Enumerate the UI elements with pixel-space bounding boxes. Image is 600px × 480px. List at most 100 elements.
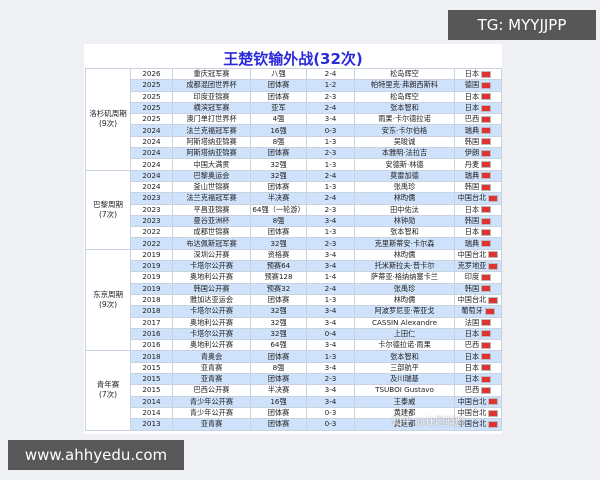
country: 印度 bbox=[464, 272, 480, 282]
country-cell: 日本 bbox=[454, 67, 502, 81]
country-cell: 日本 bbox=[454, 101, 502, 115]
table-row: 2015 亚青赛 8强 3-4 三部航平 日本 bbox=[86, 361, 502, 375]
flag bbox=[481, 206, 492, 214]
flag bbox=[481, 330, 492, 338]
score-cell: 1-3 bbox=[306, 180, 355, 194]
event: 横滨冠军赛 bbox=[193, 103, 230, 113]
score: 2-4 bbox=[324, 193, 337, 203]
table-row: 东京周期 (9次) 2019 深圳公开赛 资格赛 3-4 林昀儒 中国台北 bbox=[85, 248, 502, 352]
score-cell: 1-3 bbox=[306, 293, 355, 307]
year-cell: 2024 bbox=[130, 180, 173, 194]
year-cell: 2014 bbox=[130, 395, 173, 408]
country-cell: 韩国 bbox=[454, 135, 502, 149]
country-cell: 印度 bbox=[454, 271, 502, 284]
event-cell: 曼谷亚洲杯 bbox=[172, 214, 251, 228]
year: 2023 bbox=[142, 193, 161, 203]
opponent: 上田仁 bbox=[393, 328, 416, 338]
table-row: 2019 卡塔尔公开赛 预赛64 3-4 托米斯拉夫·普卡尔 克罗地亚 bbox=[86, 260, 502, 273]
country: 瑞典 bbox=[464, 238, 480, 248]
round-cell: 团体赛 bbox=[250, 180, 307, 194]
opponent: 三部航平 bbox=[390, 362, 419, 372]
country-cell: 日本 bbox=[454, 203, 502, 216]
opponent: 林昀儒 bbox=[393, 193, 416, 203]
score: 3-4 bbox=[324, 396, 337, 406]
round: 资格赛 bbox=[267, 249, 290, 259]
country-cell: 日本 bbox=[454, 350, 502, 363]
country-cell: 巴西 bbox=[454, 113, 502, 126]
country-cell: 瑞典 bbox=[454, 124, 502, 137]
event: 法兰克福冠军赛 bbox=[186, 193, 237, 203]
event: 韩国公开赛 bbox=[193, 283, 230, 293]
score-cell: 3-4 bbox=[306, 113, 355, 126]
round-cell: 团体赛 bbox=[250, 406, 307, 420]
event-cell: 青少年公开赛 bbox=[172, 406, 251, 420]
year: 2015 bbox=[142, 362, 161, 372]
event: 亚青赛 bbox=[200, 419, 223, 429]
opponent: 张本智和 bbox=[390, 351, 419, 361]
flag bbox=[481, 138, 492, 146]
round-cell: 预赛64 bbox=[250, 260, 307, 273]
score: 0-4 bbox=[324, 328, 337, 338]
event: 平昌亚锦赛 bbox=[193, 204, 230, 214]
score-cell: 3-4 bbox=[306, 395, 355, 408]
round-cell: 团体赛 bbox=[250, 147, 307, 160]
flag bbox=[488, 398, 499, 406]
opponent-cell: 帕特里克·弗朗西斯科 bbox=[354, 79, 455, 92]
country: 韩国 bbox=[464, 136, 480, 146]
round-cell: 预赛32 bbox=[250, 282, 307, 295]
score-cell: 3-4 bbox=[306, 339, 355, 352]
country-cell: 瑞典 bbox=[454, 169, 502, 182]
event: 亚青赛 bbox=[200, 374, 223, 384]
round: 团体赛 bbox=[267, 351, 290, 361]
event-cell: 卡塔尔公开赛 bbox=[172, 260, 251, 273]
year-cell: 2017 bbox=[130, 316, 173, 329]
table-row: 2025 澳门单打世界杯 4强 3-4 雨果·卡尔德拉诺 巴西 bbox=[86, 113, 502, 126]
event: 成都世锦赛 bbox=[193, 227, 230, 237]
opponent-cell: 托米斯拉夫·普卡尔 bbox=[354, 260, 455, 273]
opponent: 松岛辉空 bbox=[390, 69, 419, 79]
opponent: 王泰威 bbox=[393, 396, 416, 406]
event-cell: 平昌亚锦赛 bbox=[172, 203, 251, 216]
flag bbox=[481, 285, 492, 293]
event-cell: 卡塔尔公开赛 bbox=[172, 305, 251, 318]
round-cell: 32强 bbox=[250, 305, 307, 318]
flag bbox=[488, 409, 499, 417]
score-cell: 2-3 bbox=[306, 203, 355, 216]
event: 奥地利公开赛 bbox=[189, 272, 234, 282]
table-row: 2022 布达佩斯冠军赛 32强 2-3 克里斯蒂安·卡尔森 瑞典 bbox=[86, 237, 502, 250]
score: 1-4 bbox=[324, 272, 337, 282]
country-cell: 日本 bbox=[454, 361, 502, 375]
round-cell: 8强 bbox=[250, 135, 307, 149]
event-cell: 中国大满贯 bbox=[172, 158, 251, 171]
round-cell: 预赛128 bbox=[250, 271, 307, 284]
country: 日本 bbox=[464, 351, 480, 361]
country: 瑞典 bbox=[464, 125, 480, 135]
opponent: 张本智和 bbox=[390, 103, 419, 113]
event-cell: 青奥会 bbox=[172, 350, 251, 363]
score-cell: 1-2 bbox=[306, 79, 355, 92]
score-cell: 3-4 bbox=[306, 260, 355, 273]
round-cell: 64强（一轮游） bbox=[250, 203, 307, 216]
year-cell: 2023 bbox=[130, 192, 173, 205]
opponent-cell: 黄建都 bbox=[354, 418, 455, 431]
opponent: 田中佑汰 bbox=[390, 204, 419, 214]
round: 32强 bbox=[270, 317, 287, 327]
country-cell: 日本 bbox=[454, 226, 502, 239]
opponent-cell: 萨蒂亚·格纳纳塞卡兰 bbox=[354, 271, 455, 284]
table-row: 洛杉矶周期 (9次) 2026 重庆冠军赛 八强 2-4 松岛辉空 日本 bbox=[85, 67, 502, 171]
round: 32强 bbox=[270, 306, 287, 316]
flag bbox=[488, 420, 499, 428]
event-cell: 成都世锦赛 bbox=[172, 226, 251, 239]
flag bbox=[481, 149, 492, 157]
country-cell: 葡萄牙 bbox=[454, 305, 502, 318]
event-cell: 巴西公开赛 bbox=[172, 384, 251, 397]
flag bbox=[481, 217, 492, 225]
event: 亚青赛 bbox=[200, 362, 223, 372]
event-cell: 法兰克福冠军赛 bbox=[172, 124, 251, 137]
year: 2023 bbox=[142, 216, 161, 225]
country-cell: 瑞典 bbox=[454, 237, 502, 250]
score: 2-3 bbox=[324, 91, 337, 101]
country-cell: 中国台北 bbox=[454, 418, 502, 431]
period-cell: 洛杉矶周期 (9次) bbox=[85, 68, 131, 171]
year: 2025 bbox=[142, 80, 161, 90]
